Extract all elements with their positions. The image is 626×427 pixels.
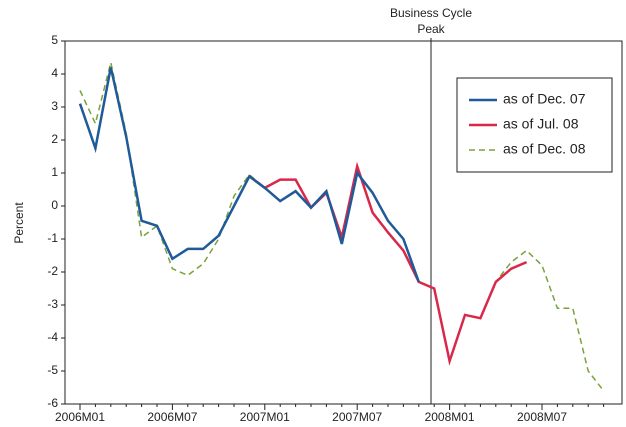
x-tick-label: 2008M01 bbox=[425, 410, 475, 424]
y-tick-label: -3 bbox=[47, 297, 58, 311]
legend-label: as of Jul. 08 bbox=[503, 116, 579, 132]
x-tick-label: 2006M01 bbox=[55, 410, 105, 424]
x-tick-label: 2007M07 bbox=[332, 410, 382, 424]
annotation: Business Cycle bbox=[390, 6, 472, 20]
y-tick-label: 3 bbox=[51, 99, 58, 113]
y-tick-label: 5 bbox=[51, 33, 58, 47]
x-tick-label: 2007M01 bbox=[240, 410, 290, 424]
y-tick-label: 2 bbox=[51, 132, 58, 146]
legend-label: as of Dec. 07 bbox=[503, 91, 586, 107]
y-tick-label: -2 bbox=[47, 264, 58, 278]
x-tick-label: 2006M07 bbox=[147, 410, 197, 424]
series-line bbox=[78, 67, 420, 283]
x-tick-label: 2008M07 bbox=[517, 410, 567, 424]
y-axis-label: Percent bbox=[12, 202, 26, 244]
series-line bbox=[248, 161, 528, 366]
y-tick-label: -6 bbox=[47, 396, 58, 410]
y-tick-label: 4 bbox=[51, 66, 58, 80]
y-tick-label: -5 bbox=[47, 363, 58, 377]
plot-frame bbox=[64, 40, 623, 405]
y-tick-label: -4 bbox=[47, 330, 58, 344]
annotation: Peak bbox=[417, 22, 445, 36]
legend-label: as of Dec. 08 bbox=[503, 141, 586, 157]
y-tick-label: 1 bbox=[51, 165, 58, 179]
y-tick-label: 0 bbox=[51, 198, 58, 212]
y-tick-label: -1 bbox=[47, 231, 58, 245]
